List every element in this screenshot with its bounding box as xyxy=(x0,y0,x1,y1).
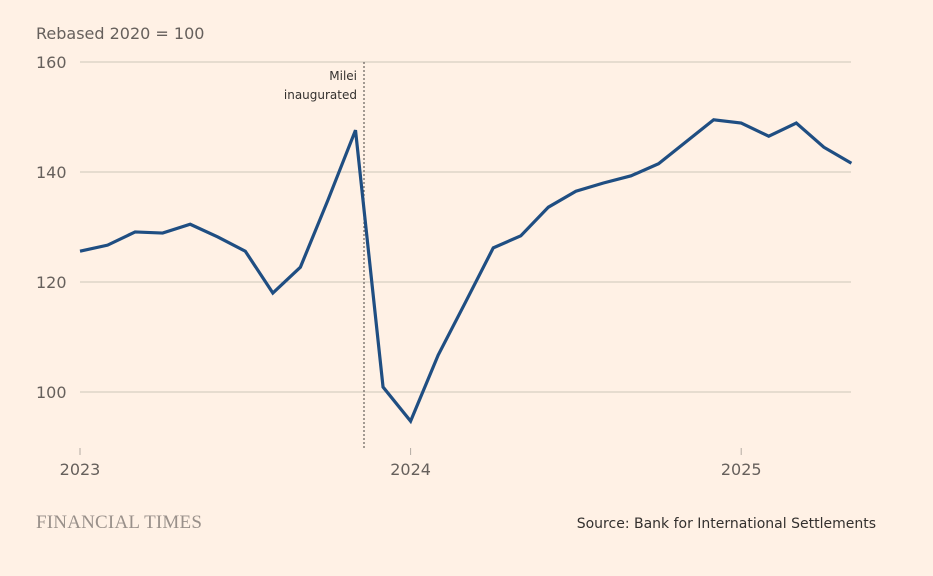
x-tick-label-2025: 2025 xyxy=(721,460,762,479)
series-line-index xyxy=(79,118,853,425)
y-tick-label-120: 120 xyxy=(36,273,67,292)
annotation-label-line1: Milei xyxy=(329,69,357,83)
x-tick-label-2023: 2023 xyxy=(60,460,101,479)
chart-subtitle: Rebased 2020 = 100 xyxy=(36,24,205,43)
gridlines xyxy=(80,61,851,393)
y-tick-label-100: 100 xyxy=(36,383,67,402)
y-tick-label-140: 140 xyxy=(36,163,67,182)
annotation-group: Milei inaugurated xyxy=(284,62,365,448)
x-tick-label-2024: 2024 xyxy=(390,460,431,479)
ft-logo: FINANCIAL TIMES xyxy=(36,512,203,533)
source-note: Source: Bank for International Settlemen… xyxy=(576,516,876,532)
annotation-label-line2: inaugurated xyxy=(284,88,357,102)
series-group xyxy=(79,118,853,425)
y-axis-labels: 100 120 140 160 xyxy=(36,53,67,402)
x-axis: 2023 2024 2025 xyxy=(60,448,762,479)
y-tick-label-160: 160 xyxy=(36,53,67,72)
